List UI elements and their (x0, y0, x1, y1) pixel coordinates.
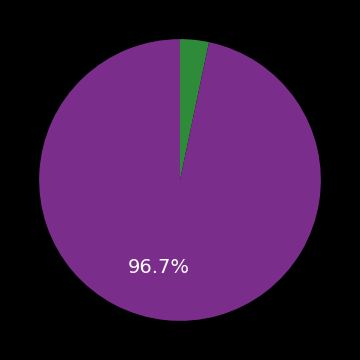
Wedge shape (180, 39, 209, 180)
Text: 96.7%: 96.7% (128, 258, 190, 277)
Wedge shape (39, 39, 321, 321)
